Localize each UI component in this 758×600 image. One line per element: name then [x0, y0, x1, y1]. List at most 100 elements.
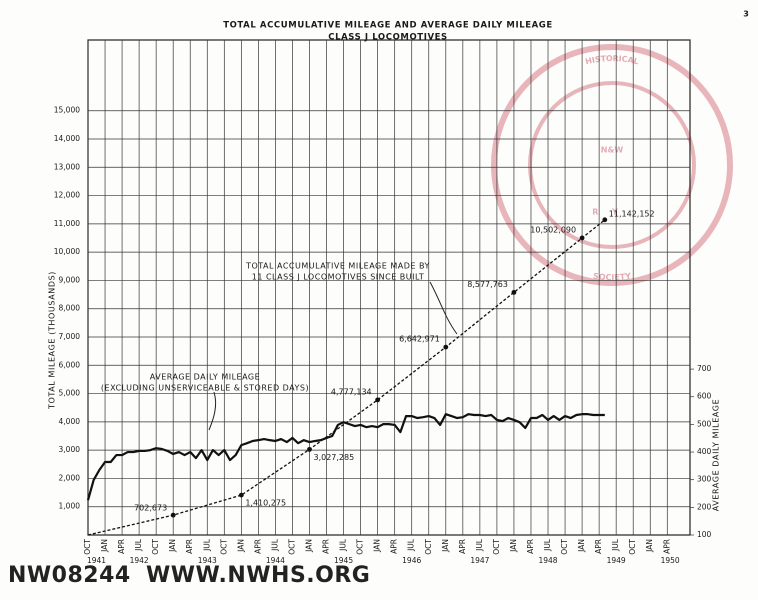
x-year-label: 1944	[266, 556, 285, 565]
y-tick-label: 2,000	[59, 473, 81, 482]
watermark-top: HISTORICAL	[584, 53, 639, 65]
watermark-emblem-lower: RY	[592, 208, 632, 217]
y2-tick-label: 400	[697, 447, 712, 456]
data-point	[238, 492, 244, 498]
x-tick-label: APR	[662, 539, 671, 554]
x-tick-label: OCT	[492, 539, 501, 555]
annotation-arrow	[429, 281, 458, 335]
x-year-label: 1942	[130, 556, 149, 565]
x-tick-label: APR	[322, 539, 331, 554]
y-tick-label: 14,000	[54, 134, 80, 143]
x-year-label: 1946	[402, 556, 421, 565]
data-label: 10,502,090	[530, 225, 576, 234]
x-tick-label: JUL	[475, 538, 484, 552]
y-tick-label: 13,000	[54, 162, 80, 171]
x-tick-label: JUL	[407, 538, 416, 552]
x-tick-label: APR	[117, 539, 126, 554]
x-tick-label: OCT	[151, 539, 160, 555]
x-tick-label: OCT	[356, 539, 365, 555]
x-year-label: 1941	[87, 556, 106, 565]
x-tick-label: APR	[526, 539, 535, 554]
x-tick-label: APR	[594, 539, 603, 554]
y-tick-label: 1,000	[59, 502, 81, 511]
x-tick-label: JAN	[304, 539, 313, 553]
y2-tick-label: 700	[697, 364, 712, 373]
x-tick-label: APR	[185, 539, 194, 554]
y-tick-label: 7,000	[59, 332, 81, 341]
x-tick-label: JAN	[509, 539, 518, 553]
y-tick-label: 12,000	[54, 191, 80, 200]
y2-tick-label: 500	[697, 419, 712, 428]
grid	[87, 39, 691, 536]
watermark-top-text: HISTORICAL	[584, 53, 639, 65]
data-label: 1,410,275	[245, 499, 286, 508]
annotation: (EXCLUDING UNSERVICEABLE & STORED DAYS)	[101, 384, 309, 393]
data-point	[511, 289, 517, 295]
data-label: 3,027,285	[313, 453, 354, 462]
x-year-label: 1947	[470, 556, 489, 565]
data-label: 4,777,134	[331, 387, 372, 396]
watermark-bottom: SOCIETY	[592, 271, 631, 282]
x-tick-label: JUL	[202, 538, 211, 552]
watermark-inner-ring	[528, 81, 696, 249]
x-tick-label: JAN	[168, 539, 177, 553]
annotation: 11 CLASS J LOCOMOTIVES SINCE BUILT	[252, 273, 425, 282]
x-tick-label: JUL	[270, 538, 279, 552]
data-label: 8,577,763	[467, 280, 508, 289]
x-tick-label: JUL	[543, 538, 552, 552]
x-year-label: 1950	[661, 556, 680, 565]
x-tick-label: JUL	[339, 538, 348, 552]
x-tick-label: JAN	[100, 539, 109, 553]
x-tick-label: JAN	[577, 539, 586, 553]
x-tick-label: JAN	[236, 539, 245, 553]
page-number: 3	[743, 10, 749, 19]
x-tick-label: OCT	[219, 539, 228, 555]
y-tick-label: 10,000	[54, 247, 80, 256]
annotation: TOTAL ACCUMULATIVE MILEAGE MADE BY	[245, 262, 430, 271]
data-label: 11,142,152	[609, 209, 655, 218]
data-label: 702,673	[134, 504, 167, 513]
x-tick-label: OCT	[83, 539, 92, 555]
watermark-bottom-text: SOCIETY	[592, 271, 631, 282]
y2-tick-label: 300	[697, 475, 712, 484]
y-tick-label: 8,000	[59, 304, 81, 313]
website: WWW.NWHS.ORG	[146, 563, 370, 588]
x-tick-label: JAN	[645, 539, 654, 553]
y-tick-label: 3,000	[59, 445, 81, 454]
x-tick-label: OCT	[424, 539, 433, 555]
y-tick-label: 11,000	[54, 219, 80, 228]
x-tick-label: JAN	[373, 539, 382, 553]
y-tick-label: 4,000	[59, 417, 81, 426]
y-tick-label: 6,000	[59, 360, 81, 369]
watermark-ring	[491, 44, 733, 286]
data-point	[307, 446, 312, 452]
y2-axis-title: AVERAGE DAILY MILEAGE	[712, 399, 721, 512]
cumulative-mileage-line	[87, 219, 606, 536]
y-tick-label: 5,000	[59, 389, 81, 398]
data-point	[579, 235, 585, 241]
x-tick-label: APR	[390, 539, 399, 554]
catalog-id: NW08244	[8, 563, 131, 588]
data-point	[170, 512, 176, 518]
x-year-label: 1948	[538, 556, 557, 565]
watermark-emblem: N&W	[601, 146, 624, 155]
x-year-label: 1949	[607, 556, 626, 565]
chart-title: TOTAL ACCUMULATIVE MILEAGE AND AVERAGE D…	[223, 21, 553, 31]
daily-mileage-line	[86, 413, 605, 501]
data-point	[375, 397, 381, 403]
x-year-label: 1945	[334, 556, 353, 565]
x-tick-label: OCT	[628, 539, 637, 555]
watermark: HISTORICAL SOCIETY N&W RY	[491, 44, 733, 286]
x-tick-label: APR	[458, 539, 467, 554]
y-axis-title: TOTAL MILEAGE (THOUSANDS)	[48, 271, 57, 410]
y2-tick-label: 200	[697, 502, 712, 511]
y2-tick-label: 600	[697, 392, 712, 401]
x-tick-label: OCT	[287, 539, 296, 555]
data-label: 6,642,971	[399, 335, 440, 344]
annotation-arrow	[208, 391, 217, 431]
x-tick-label: JAN	[441, 539, 450, 553]
x-tick-label: JUL	[611, 538, 620, 552]
